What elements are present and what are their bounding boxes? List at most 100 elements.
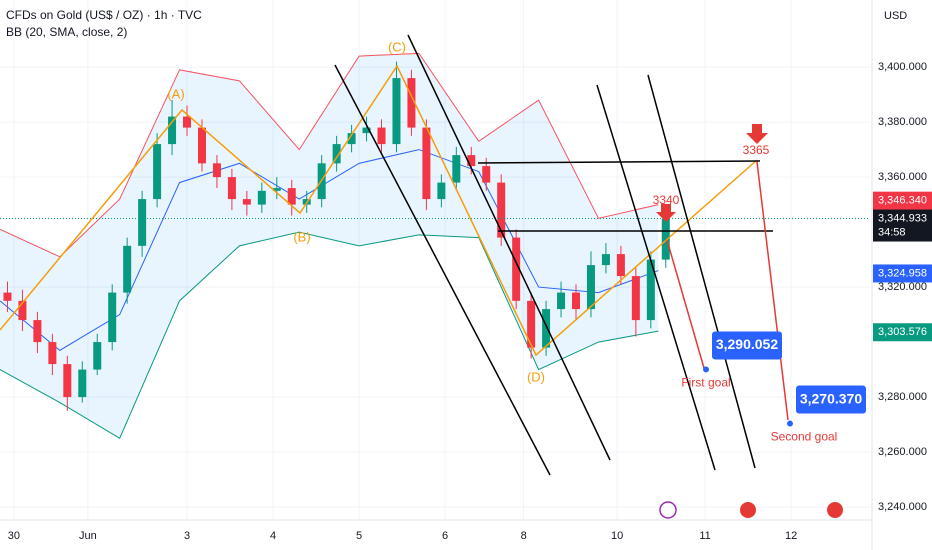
y-tick-label: 3,240.000 bbox=[878, 501, 927, 513]
y-tick-label: 3,380.000 bbox=[878, 116, 927, 128]
y-tick-label: 3,280.000 bbox=[878, 391, 927, 403]
candle-body bbox=[392, 78, 401, 145]
x-tick-label: 12 bbox=[785, 530, 797, 542]
indicator-label: BB (20, SMA, close, 2) bbox=[6, 25, 127, 39]
price-badge-label: 3,324.958 bbox=[878, 267, 927, 279]
candle-body bbox=[601, 254, 610, 266]
channel-line bbox=[407, 34, 611, 461]
price-badge bbox=[873, 323, 932, 342]
candle-body bbox=[18, 300, 27, 321]
channel-line bbox=[596, 84, 716, 471]
candle-body bbox=[362, 127, 371, 134]
candle-body bbox=[48, 342, 57, 365]
candle-body bbox=[3, 292, 12, 301]
candle-body bbox=[437, 182, 446, 200]
x-tick-label: 11 bbox=[699, 530, 710, 542]
target-box bbox=[712, 331, 782, 360]
candle-body bbox=[572, 292, 581, 310]
time-axis bbox=[0, 520, 932, 550]
target-point bbox=[703, 366, 709, 373]
candle-body bbox=[616, 254, 625, 277]
arrow-line bbox=[756, 161, 789, 421]
candle-body bbox=[646, 259, 655, 321]
annotation: (A) bbox=[167, 86, 184, 101]
candle-body bbox=[497, 182, 506, 238]
candle-body bbox=[512, 237, 521, 301]
candle-body bbox=[287, 188, 296, 205]
candle-body bbox=[93, 342, 102, 370]
x-tick-label: 10 bbox=[611, 530, 623, 542]
x-tick-label: Jun bbox=[79, 530, 97, 542]
icon[interactable] bbox=[827, 502, 843, 518]
candle-body bbox=[452, 155, 461, 183]
drawings bbox=[0, 34, 789, 476]
candle-body bbox=[212, 163, 221, 178]
candle-body bbox=[183, 116, 192, 128]
price-badge-label: 3,346.340 bbox=[878, 195, 927, 207]
annotation: 3365 bbox=[743, 143, 770, 157]
arrow-line bbox=[666, 239, 705, 369]
pattern-line bbox=[0, 64, 758, 357]
candle-body bbox=[542, 309, 551, 348]
candle-body bbox=[63, 364, 72, 398]
target-label: 3,290.052 bbox=[716, 336, 778, 352]
currency: USD bbox=[884, 10, 907, 22]
channel-line bbox=[334, 64, 551, 476]
x-tick-label: 6 bbox=[442, 530, 448, 542]
candle-body bbox=[557, 292, 566, 310]
band-line bbox=[0, 52, 659, 258]
candle-body bbox=[347, 133, 356, 145]
annotation: (D) bbox=[527, 369, 545, 384]
y-tick-label: 3,400.000 bbox=[878, 61, 927, 73]
x-tick-label: 8 bbox=[521, 530, 527, 542]
price-badge bbox=[873, 191, 932, 210]
candle-body bbox=[377, 127, 386, 145]
candle-body bbox=[242, 199, 251, 205]
price-badge bbox=[873, 264, 932, 283]
candle-body bbox=[482, 166, 491, 183]
candle-body bbox=[168, 116, 177, 145]
candle-body bbox=[272, 188, 281, 191]
icon[interactable] bbox=[740, 502, 756, 518]
annotation: (B) bbox=[293, 229, 310, 244]
candle-body bbox=[123, 245, 132, 293]
candle-body bbox=[153, 144, 162, 200]
candle-body bbox=[631, 276, 640, 321]
x-tick-label: 3 bbox=[184, 530, 190, 542]
candle-body bbox=[467, 155, 476, 167]
band-line bbox=[0, 231, 659, 440]
annotation: 3340 bbox=[653, 193, 680, 207]
arrow-down bbox=[746, 124, 768, 144]
chart-title: CFDs on Gold (US$ / OZ) · 1h · TVC bbox=[6, 8, 202, 22]
candle-body bbox=[422, 127, 431, 200]
y-tick-label: 3,260.000 bbox=[878, 446, 927, 458]
price-badge-label: 3,344.933 bbox=[878, 212, 927, 224]
y-tick-label: 3,320.000 bbox=[878, 281, 927, 293]
target-label: 3,270.370 bbox=[800, 390, 862, 406]
y-tick-label: 3,360.000 bbox=[878, 171, 927, 183]
target-note: First goal bbox=[681, 376, 730, 390]
candle-body bbox=[138, 199, 147, 246]
candle-body bbox=[33, 320, 42, 343]
band-fill bbox=[0, 53, 659, 439]
x-tick-label: 30 bbox=[8, 530, 20, 542]
x-tick-label: 4 bbox=[270, 530, 276, 542]
candle-body bbox=[527, 300, 536, 348]
x-tick-label: 5 bbox=[356, 530, 362, 542]
arrow-down bbox=[656, 204, 676, 222]
event-icons bbox=[659, 501, 843, 519]
candle-body bbox=[257, 190, 266, 205]
countdown: 34:58 bbox=[878, 226, 906, 238]
target-box bbox=[796, 385, 866, 414]
candle-body bbox=[227, 177, 236, 200]
candle-body bbox=[586, 265, 595, 310]
candle-body bbox=[197, 127, 206, 164]
icon[interactable] bbox=[659, 501, 677, 519]
annotation: (C) bbox=[388, 39, 406, 54]
price-badge bbox=[873, 209, 932, 242]
candle-body bbox=[407, 78, 416, 128]
candle-body bbox=[332, 144, 341, 164]
channel-line bbox=[647, 74, 756, 469]
candle-body bbox=[661, 218, 670, 260]
